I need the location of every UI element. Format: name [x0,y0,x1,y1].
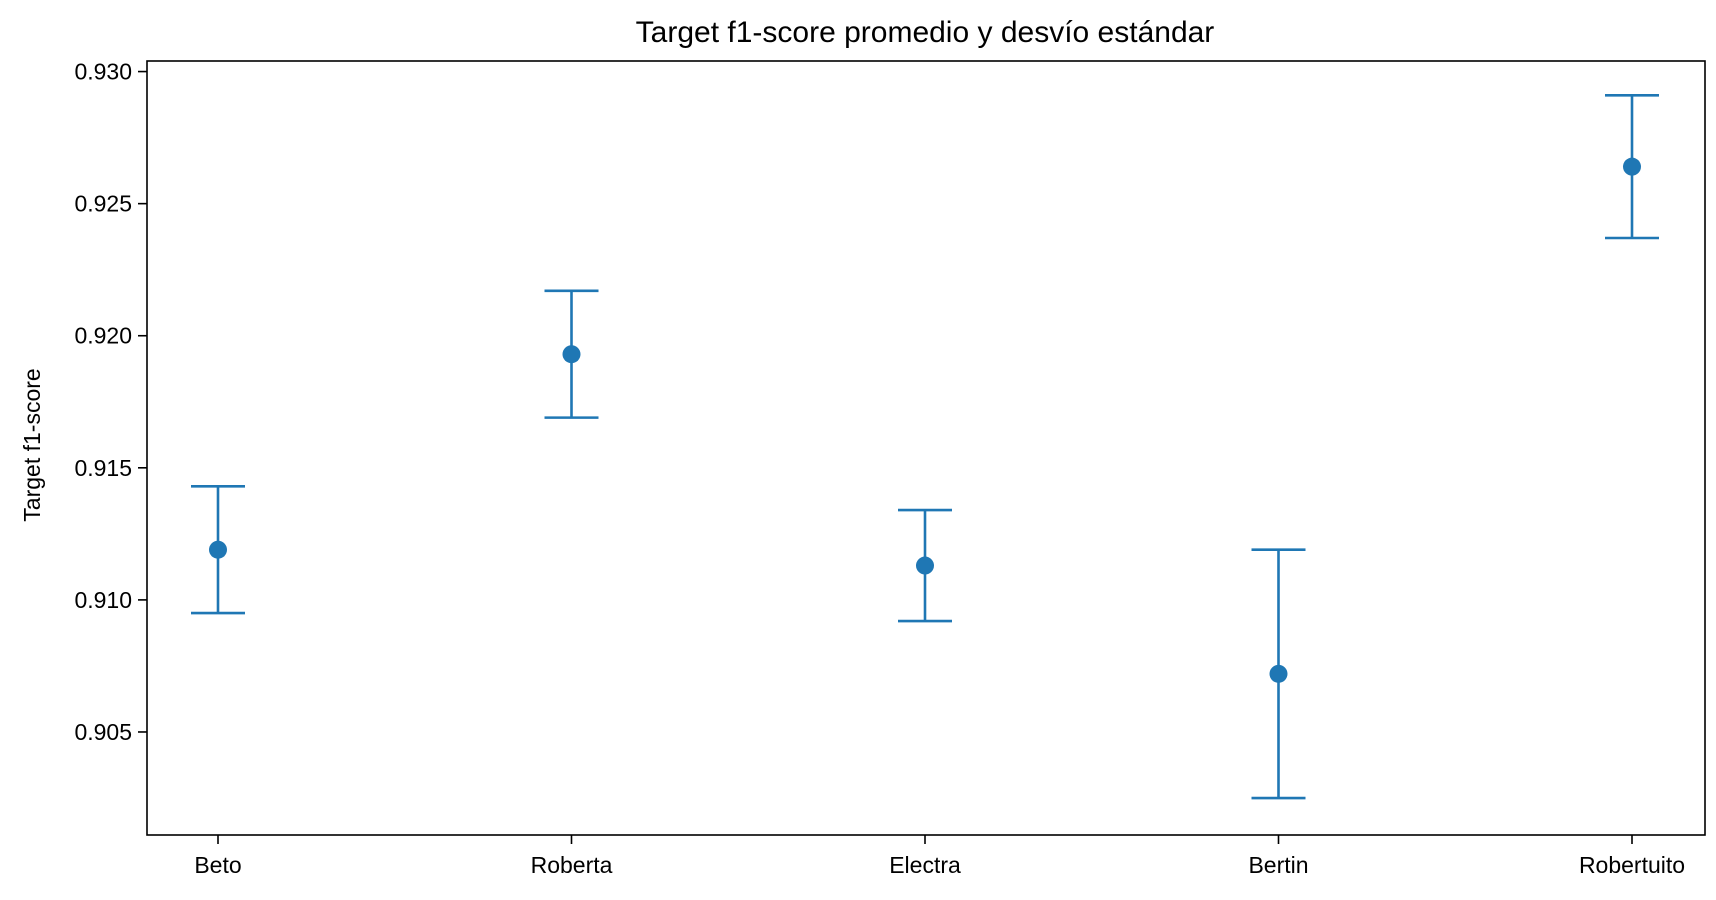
errorbar-bertin [1251,548,1306,800]
errorbar-electra [898,508,952,623]
y-tick-label: 0.915 [74,455,132,481]
x-tick-label: Bertin [1248,852,1308,878]
mean-point [209,540,227,559]
y-tick-label: 0.920 [74,323,132,349]
y-tick-label: 0.925 [74,191,132,217]
y-axis-label: Target f1-score [19,368,45,521]
plot-area: 0.905 0.910 0.915 0.920 0.925 0.930 Beto Robert… [74,59,1706,878]
y-tick-label: 0.930 [74,59,132,85]
errorbar-roberta [544,289,599,419]
chart-title: Target f1-score promedio y desvío estánd… [636,16,1215,49]
mean-point [562,345,581,364]
mean-point [1623,157,1641,176]
plot-frame [146,60,1706,836]
mean-point [1269,664,1288,683]
x-tick-label: Robertuito [1579,852,1685,878]
y-tick-label: 0.905 [74,719,132,745]
mean-point [916,556,934,575]
errorbar-robertuito [1605,94,1659,240]
x-tick-label: Beto [194,852,241,878]
x-tick-label: Electra [889,852,961,878]
y-tick-label: 0.910 [74,587,132,613]
x-tick-label: Roberta [531,852,613,878]
errorbar-beto [191,485,245,615]
